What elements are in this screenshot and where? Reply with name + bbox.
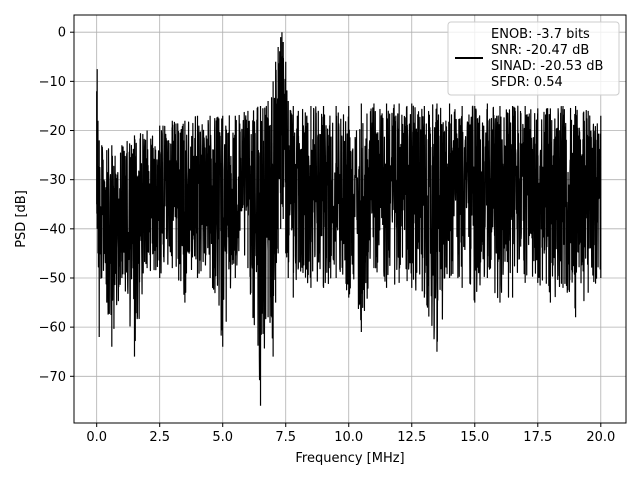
y-tick-label: −70 (39, 370, 66, 385)
y-tick-label: −20 (39, 124, 66, 139)
x-tick-label: 7.5 (275, 430, 296, 445)
axes-frame (73, 14, 627, 424)
legend: ENOB: -3.7 bits SNR: -20.47 dB SINAD: -2… (447, 21, 620, 96)
x-axis-ticks: 0.0 2.5 5.0 7.5 10.0 12.5 15.0 17.5 20.0 (86, 423, 615, 445)
series-line-psd (96, 32, 602, 406)
y-axis-label: PSD [dB] (14, 190, 29, 248)
y-tick-label: −40 (39, 222, 66, 237)
legend-sinad: SINAD: -20.53 dB (491, 59, 603, 74)
plot-area (96, 32, 602, 406)
y-tick-label: −10 (39, 75, 66, 90)
y-tick-label: 0 (58, 26, 66, 41)
x-tick-label: 20.0 (586, 430, 615, 445)
legend-box (447, 21, 620, 96)
legend-snr: SNR: -20.47 dB (491, 43, 589, 58)
x-tick-label: 12.5 (397, 430, 426, 445)
legend-enob: ENOB: -3.7 bits (491, 27, 590, 42)
x-tick-label: 2.5 (149, 430, 170, 445)
legend-sfdr: SFDR: 0.54 (491, 75, 563, 90)
x-tick-label: 10.0 (334, 430, 363, 445)
x-axis-label: Frequency [MHz] (295, 451, 404, 466)
x-tick-label: 17.5 (523, 430, 552, 445)
y-tick-label: −30 (39, 173, 66, 188)
x-tick-label: 15.0 (460, 430, 489, 445)
y-axis-ticks: 0 −10 −20 −30 −40 −50 −60 −70 (39, 26, 74, 385)
y-tick-label: −60 (39, 321, 66, 336)
x-tick-label: 5.0 (212, 430, 233, 445)
y-tick-label: −50 (39, 271, 66, 286)
x-tick-label: 0.0 (86, 430, 107, 445)
data-layer (96, 32, 602, 406)
